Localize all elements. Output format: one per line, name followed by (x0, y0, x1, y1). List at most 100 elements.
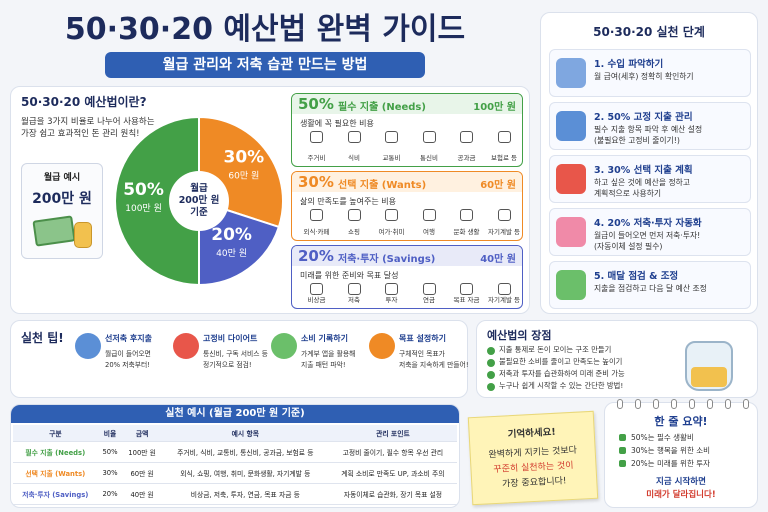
step-icon (556, 164, 586, 194)
example-amount: 200만 원 (32, 191, 92, 207)
item-icon (347, 283, 361, 295)
table-row: 필수 지출 (Needs) 50% 100만 원 주거비, 식비, 교통비, 통신비,… (13, 441, 457, 463)
binder-ring (689, 399, 695, 409)
step-desc: 계획적으로 사용하기 (594, 189, 662, 198)
tip-desc: 가계부 앱을 활용해 (301, 350, 356, 358)
item-label: 목표 자금 (453, 296, 480, 304)
summary-footer: 미래가 달라집니다! (646, 490, 716, 500)
item-label: 주거비 (307, 154, 326, 162)
step-desc: (불필요한 고정비 줄이기!) (594, 136, 680, 145)
table-row: 선택 지출 (Wants) 30% 60만 원 외식, 쇼핑, 여행, 취미, 문화생… (13, 462, 457, 484)
panel: 예산법의 장점 지출 통제로 돈이 모이는 구조 만들기 불필요한 소비를 줄이고 … (476, 320, 758, 398)
table-cell: 고정비 줄이기, 필수 항목 우선 관리 (328, 441, 457, 463)
step-title: 5. 매달 점검 & 조정 (594, 271, 679, 282)
table-header-cell: 예시 항목 (161, 425, 329, 442)
pie-center-text: 월급 (190, 182, 208, 194)
category-card: 20% 저축·투자 (Savings) 40만 원 미래를 위한 준비와 목표 달성 비… (291, 245, 523, 309)
item-label: 저축 (348, 296, 360, 304)
tip-desc: 월급이 들어오면 (105, 350, 151, 358)
binder-ring (635, 399, 641, 409)
item-icon (422, 209, 436, 221)
example-box: 월급 예시 200만 원 (21, 163, 103, 259)
pie-center (169, 171, 229, 231)
binder-ring (743, 399, 749, 409)
steps-title: 50·30·20 실천 단계 (593, 25, 705, 39)
intro-text: 가장 쉽고 효과적인 돈 관리 원칙! (21, 129, 140, 139)
step-icon (556, 270, 586, 300)
item-label: 연금 (423, 296, 435, 304)
subtitle: 월급 관리와 저축 습관 만드는 방법 (105, 52, 425, 78)
category-header (292, 94, 522, 114)
item-icon (460, 209, 473, 221)
step-desc: 월 급여(세후) 정확히 확인하기 (594, 72, 694, 81)
category-header (292, 246, 522, 266)
table-cell: 비상금, 저축, 투자, 연금, 목표 자금 등 (161, 483, 329, 505)
table-row: 저축·투자 (Savings) 20% 40만 원 비상금, 저축, 투자, 연금, … (13, 483, 457, 505)
tip-title: 선저축 후지출 (105, 334, 152, 343)
step-card: 5. 매달 점검 & 조정 지출을 점검하고 다음 달 예산 조정 (549, 261, 751, 309)
step-desc: 월급이 들어오면 먼저 저축·투자! (594, 231, 701, 240)
category-percent: 20% (298, 247, 334, 265)
tip-desc: 정기적으로 점검! (203, 361, 252, 369)
step-card: 2. 50% 고정 지출 관리 필수 지출 항목 파악 후 예산 설정 (불필요한 … (549, 102, 751, 150)
benefit-text: 불필요한 소비를 줄이고 만족도는 높이기 (499, 357, 623, 366)
category-percent: 30% (298, 173, 334, 191)
item-label: 공과금 (457, 154, 476, 162)
step-title: 1. 수입 파악하기 (594, 59, 664, 70)
step-card: 3. 30% 선택 지출 계획 하고 싶은 것에 예산을 정하고 계획적으로 사용하… (549, 155, 751, 203)
table-title: 실천 예시 (월급 200만 원 기준) (11, 405, 459, 423)
check-icon (487, 383, 495, 391)
tip-icon (173, 333, 199, 359)
intro-text: 월급을 3가지 비율로 나누어 사용하는 (21, 117, 155, 127)
binder-ring (725, 399, 731, 409)
table-cell: 선택 지출 (Wants) (13, 462, 98, 484)
item-label: 쇼핑 (348, 228, 360, 236)
panel: 실천 팁! 선저축 후지출 월급이 들어오면 20% 저축부터! 고정비 다이어트 통신비… (10, 320, 469, 398)
tip-title: 소비 기록하기 (301, 334, 348, 343)
item-label: 여행 (423, 228, 435, 236)
table-cell: 50% (97, 441, 123, 463)
step-title: 4. 20% 저축·투자 자동화 (594, 218, 702, 229)
category-amount: 100만 원 (473, 102, 516, 113)
panel: 한 줄 요약! 50%는 필수 생활비 30%는 행복을 위한 소비 20%는 미래를… (604, 399, 758, 508)
step-desc: (자동이체 설정 필수) (594, 242, 663, 251)
check-icon (619, 434, 626, 441)
item-icon (385, 209, 398, 221)
summary-item: 30%는 행복을 위한 소비 (631, 446, 711, 455)
item-label: 여가·취미 (378, 228, 405, 236)
table-cell: 필수 지출 (Needs) (13, 441, 98, 463)
slice-percent: 30% (224, 147, 265, 167)
check-icon (487, 371, 495, 379)
item-icon (385, 131, 398, 143)
item-label: 교통비 (382, 154, 401, 162)
item-label: 비상금 (307, 296, 326, 304)
table-cell: 100만 원 (122, 441, 162, 463)
benefits-title: 예산법의 장점 (487, 329, 552, 342)
item-icon (422, 131, 436, 143)
table-cell: 주거비, 식비, 교통비, 통신비, 공과금, 보험료 등 (161, 441, 329, 463)
tip-icon (271, 333, 297, 359)
item-icon (310, 209, 323, 221)
money-icon (32, 215, 76, 247)
table-header-cell: 비율 (97, 425, 123, 442)
check-icon (619, 447, 626, 454)
check-icon (619, 460, 626, 467)
tips-title: 실천 팁! (21, 331, 64, 345)
title: 50·30·20 예산법 완벽 가이드 (64, 12, 466, 47)
coin-icon (74, 222, 92, 248)
table-cell: 20% (97, 483, 123, 505)
table-cell: 30% (97, 462, 123, 484)
item-icon (460, 283, 473, 295)
item-icon (497, 283, 511, 295)
item-icon (422, 283, 436, 295)
pie-center-text: 200만 원 (179, 194, 220, 206)
item-label: 문화 생활 (453, 228, 480, 236)
item-label: 자기계발 등 (488, 296, 520, 304)
item-icon (347, 209, 361, 221)
pie-center-text: 기준 (190, 206, 208, 218)
table-cell: 계획 소비로 만족도 UP, 과소비 주의 (328, 462, 457, 484)
